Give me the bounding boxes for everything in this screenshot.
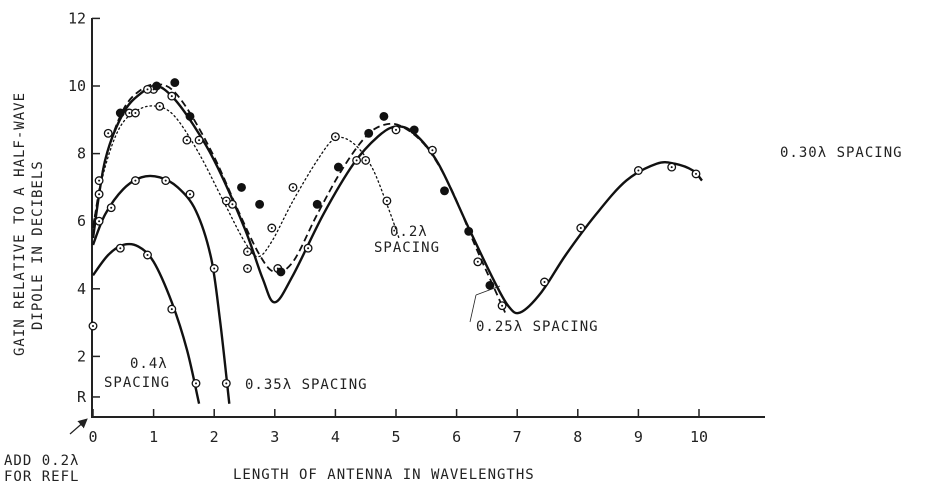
- x-tick-label: 3: [270, 428, 279, 446]
- x-tick-label: 0: [88, 428, 97, 446]
- y-tick-label: 2: [77, 347, 86, 365]
- data-point-center-0.4-spacing: [92, 325, 94, 327]
- data-point-center-0.35-spacing: [110, 206, 113, 209]
- data-point-0.25-spacing: [170, 78, 180, 88]
- y-ticks: R 2 4 6 8 10 12: [68, 9, 100, 406]
- x-tick-label: 7: [513, 428, 522, 446]
- x-tick-label: 2: [210, 428, 219, 446]
- y-tick-label: 4: [77, 280, 86, 298]
- data-point-0.25-spacing: [485, 280, 495, 290]
- y-axis-title-line-2: DIPOLE IN DECIBELS: [30, 160, 46, 330]
- x-tick-label: 9: [634, 428, 643, 446]
- data-point-0.25-spacing: [276, 267, 286, 277]
- data-point-center-0.2-spacing: [292, 186, 294, 189]
- data-point-0.25-spacing: [464, 226, 474, 236]
- data-point-center-0.35-spacing: [134, 179, 137, 182]
- data-point-center-0.30-spacing: [395, 128, 397, 131]
- y-tick-label: 10: [68, 77, 86, 95]
- label-0.2-spacing-line-1: 0.2λ: [390, 224, 428, 240]
- data-point-center-0.30-spacing: [246, 267, 249, 270]
- data-point-0.25-spacing: [312, 199, 322, 209]
- x-axis-title: LENGTH OF ANTENNA IN WAVELENGTHS: [233, 467, 535, 483]
- x-tick-label: 1: [149, 428, 158, 446]
- data-point-center-0.2-spacing: [364, 159, 367, 162]
- x-tick-label: 8: [573, 428, 582, 446]
- data-point-center-0.30-spacing: [637, 169, 640, 172]
- data-point-0.25-spacing: [409, 125, 419, 135]
- data-point-center-0.4-spacing: [195, 382, 197, 385]
- data-point-center-0.2-spacing: [385, 199, 388, 202]
- data-point-center-0.35-spacing: [98, 220, 101, 223]
- data-point-center-0.30-spacing: [543, 281, 546, 283]
- data-point-0.25-spacing: [152, 81, 162, 91]
- data-point-center-0.35-spacing: [164, 179, 167, 182]
- data-point-center-0.35-spacing: [189, 193, 191, 196]
- series-line-0.25-spacing: [92, 83, 506, 313]
- label-0.4-spacing-line-1: 0.4λ: [130, 356, 168, 372]
- data-point-0.25-spacing: [379, 111, 389, 121]
- data-point-center-0.2-spacing: [158, 105, 161, 108]
- data-point-0.25-spacing: [237, 182, 246, 192]
- data-point-center-0.30-spacing: [431, 149, 434, 152]
- data-point-center-0.2-spacing: [146, 88, 149, 91]
- data-point-0.25-spacing: [115, 108, 125, 118]
- y-tick-label: 8: [77, 145, 86, 163]
- data-point-center-0.30-spacing: [579, 227, 582, 229]
- data-point-0.25-spacing: [364, 128, 374, 138]
- data-point-center-0.30-spacing: [231, 203, 234, 206]
- x-tick-label: 5: [391, 428, 400, 446]
- x-tick-label: 4: [331, 428, 340, 446]
- data-point-center-0.30-spacing: [695, 172, 697, 175]
- corner-note-line-2: FOR REFL: [4, 469, 79, 485]
- y-tick-label: 6: [77, 212, 86, 230]
- data-point-center-0.2-spacing: [98, 179, 101, 182]
- label-0.25-spacing: 0.25λ SPACING: [476, 319, 599, 335]
- corner-note-line-1: ADD 0.2λ: [4, 453, 79, 469]
- corner-note-arrow: [69, 418, 88, 435]
- data-point-center-0.2-spacing: [355, 159, 358, 162]
- label-0.30-spacing: 0.30λ SPACING: [780, 145, 903, 161]
- data-point-center-0.30-spacing: [107, 132, 110, 135]
- data-point-0.25-spacing: [185, 111, 195, 121]
- data-point-center-0.4-spacing: [146, 254, 149, 256]
- series-line-0.30-spacing: [91, 84, 703, 315]
- y-axis-title-line-1: GAIN RELATIVE TO A HALF-WAVE: [12, 92, 28, 356]
- data-point-center-0.2-spacing: [334, 135, 337, 138]
- data-point-center-0.4-spacing: [170, 308, 173, 311]
- data-point-center-0.30-spacing: [307, 247, 310, 250]
- data-point-center-0.30-spacing: [670, 166, 673, 169]
- data-point-center-0.30-spacing: [170, 95, 173, 98]
- data-point-0.25-spacing: [440, 186, 449, 196]
- data-point-0.25-spacing: [333, 162, 343, 172]
- x-tick-label: 10: [690, 428, 708, 446]
- data-point-center-0.30-spacing: [476, 260, 479, 263]
- data-point-center-0.30-spacing: [98, 193, 101, 196]
- x-tick-label: 6: [452, 428, 461, 446]
- data-point-center-0.2-spacing: [185, 139, 188, 142]
- data-point-center-0.4-spacing: [119, 247, 122, 250]
- data-point-center-0.35-spacing: [213, 267, 216, 270]
- y-tick-label: 12: [68, 9, 86, 27]
- data-point-center-0.30-spacing: [501, 304, 504, 307]
- data-point-center-0.30-spacing: [198, 139, 201, 142]
- leader-0.25-spacing-tick: [475, 285, 501, 296]
- data-point-0.25-spacing: [255, 199, 265, 209]
- axes: [91, 18, 765, 418]
- data-point-center-0.30-spacing: [128, 112, 131, 114]
- series-markers: [88, 78, 701, 388]
- data-point-center-0.2-spacing: [134, 112, 137, 114]
- leader-0.25-spacing: [469, 294, 477, 323]
- y-tick-label: R: [77, 388, 87, 406]
- label-0.4-spacing-line-2: SPACING: [104, 375, 170, 391]
- label-0.35-spacing: 0.35λ SPACING: [245, 377, 368, 393]
- data-point-center-0.2-spacing: [225, 199, 228, 202]
- x-ticks: 0 1 2 3 4 5 6 7 8 9 10: [88, 409, 708, 446]
- series-line-0.35-spacing: [91, 174, 231, 404]
- data-point-center-0.35-spacing: [225, 382, 228, 385]
- label-0.2-spacing-line-2: SPACING: [374, 240, 440, 256]
- data-point-center-0.2-spacing: [246, 250, 249, 253]
- data-point-center-0.2-spacing: [270, 227, 273, 229]
